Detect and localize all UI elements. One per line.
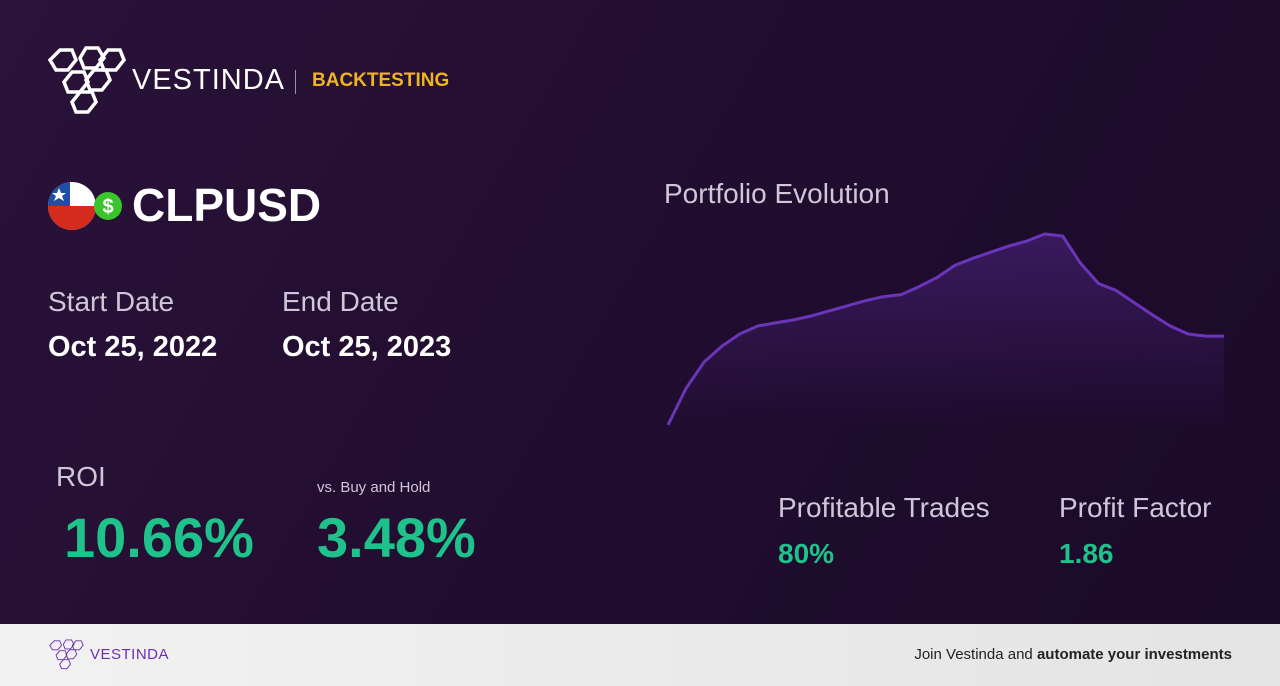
vs-label: vs. Buy and Hold bbox=[317, 479, 431, 496]
stat-value: 80% bbox=[778, 538, 835, 569]
end-label: End Date bbox=[282, 286, 399, 317]
section: BACKTESTING bbox=[312, 70, 450, 91]
roi-label: ROI bbox=[56, 461, 106, 492]
area bbox=[668, 234, 1224, 425]
pair: CLPUSD bbox=[132, 179, 322, 231]
line bbox=[666, 232, 1224, 426]
cta-text: Join Vestinda and bbox=[914, 646, 1033, 663]
logo bbox=[47, 46, 126, 114]
brand: VESTINDA bbox=[132, 64, 286, 96]
footer-cta: Join Vestinda and automate your investme… bbox=[914, 646, 1232, 663]
pair-flags: $ bbox=[48, 182, 122, 230]
footer: VESTINDA Join Vestinda and automate your… bbox=[0, 624, 1280, 686]
chart-title: Portfolio Evolution bbox=[664, 178, 890, 209]
vs-value: 3.48% bbox=[317, 506, 476, 569]
cta-bold: automate your investments bbox=[1036, 646, 1232, 663]
end-date: Oct 25, 2023 bbox=[282, 331, 452, 363]
footer-logo bbox=[49, 639, 84, 670]
stat-label: Profitable Trades bbox=[778, 492, 990, 523]
svg-text:$: $ bbox=[102, 196, 113, 218]
divider bbox=[295, 70, 296, 94]
start-label: Start Date bbox=[48, 286, 175, 317]
footer-brand: VESTINDA bbox=[90, 646, 170, 663]
stat-value: 1.86 bbox=[1059, 538, 1114, 569]
start-date: Oct 25, 2022 bbox=[48, 331, 218, 363]
stat-label: Profit Factor bbox=[1059, 492, 1212, 523]
chart bbox=[666, 232, 1224, 426]
roi-value: 10.66% bbox=[64, 506, 254, 569]
